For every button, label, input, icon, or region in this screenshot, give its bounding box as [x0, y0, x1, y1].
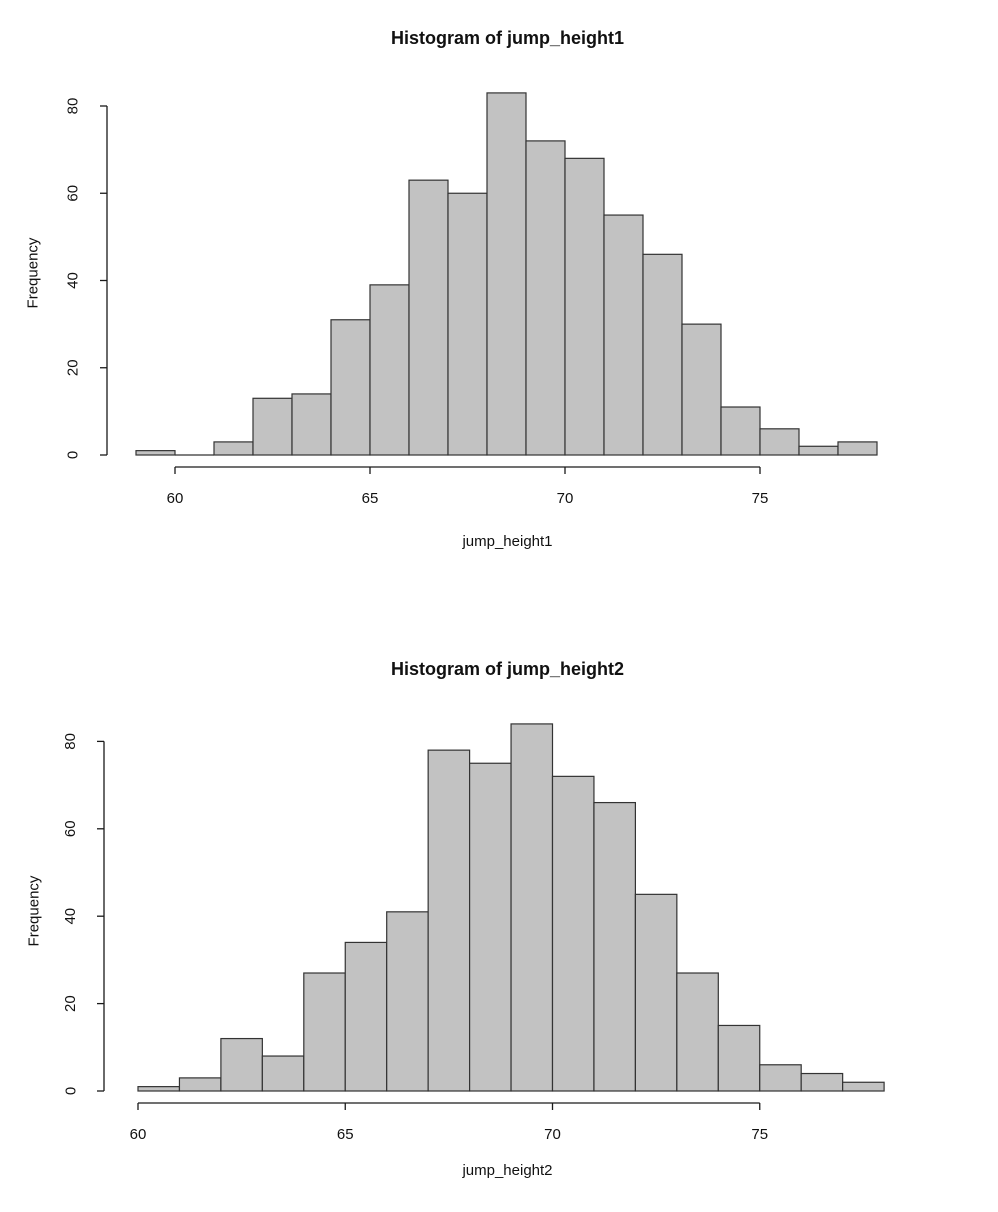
histogram-bar — [525, 140, 566, 456]
histogram-bar — [486, 92, 527, 456]
histogram-bar — [252, 397, 293, 456]
histogram-bar — [137, 1086, 181, 1092]
histogram-bar — [510, 723, 554, 1092]
histogram-bar — [303, 972, 346, 1092]
y-tick-label: 40 — [62, 908, 79, 925]
histogram-bar — [408, 179, 449, 456]
histogram-bar — [842, 1081, 885, 1092]
y-tick-label: 0 — [64, 451, 81, 459]
x-tick-label: 75 — [752, 490, 769, 507]
histogram-bar — [386, 911, 429, 1092]
histogram-bar — [427, 749, 471, 1092]
chart2-plot-area: 60 65 70 75 0 20 40 60 80 — [62, 723, 885, 1143]
y-tick-label: 0 — [62, 1087, 79, 1095]
histogram-bar — [447, 192, 488, 456]
histogram-bar — [642, 253, 683, 456]
chart2-title: Histogram of jump_height2 — [390, 659, 624, 679]
y-tick-label: 60 — [64, 185, 81, 202]
x-tick-label: 65 — [337, 1126, 354, 1143]
histogram-jump-height1: Histogram of jump_height1 Frequency jump… — [25, 28, 878, 550]
histogram-bar — [634, 893, 678, 1092]
histogram-bar — [369, 284, 410, 456]
histogram-bar — [330, 319, 371, 456]
y-tick-label: 80 — [62, 733, 79, 750]
y-tick-label: 60 — [62, 820, 79, 837]
histogram-bar — [717, 1024, 761, 1092]
histogram-bar — [798, 445, 839, 456]
histogram-bar — [759, 428, 800, 456]
histogram-bar — [720, 406, 761, 456]
chart1-x-axis-label: jump_height1 — [462, 533, 553, 550]
x-tick-label: 70 — [544, 1126, 561, 1143]
histogram-bar — [800, 1072, 844, 1092]
histogram-bar — [135, 450, 176, 456]
chart2-x-axis-label: jump_height2 — [462, 1162, 553, 1179]
x-tick-label: 75 — [751, 1126, 768, 1143]
histogram-bar — [220, 1037, 263, 1092]
histogram-bar — [837, 441, 878, 456]
x-tick-label: 60 — [167, 490, 184, 507]
histogram-bar — [469, 762, 512, 1092]
histogram-bar — [178, 1077, 222, 1092]
y-tick-label: 20 — [62, 995, 79, 1012]
x-tick-label: 60 — [130, 1126, 147, 1143]
histogram-bar — [213, 441, 254, 456]
x-tick-label: 70 — [557, 490, 574, 507]
histogram-bar — [344, 941, 388, 1092]
y-tick-label: 20 — [64, 359, 81, 376]
histogram-bar — [551, 775, 595, 1092]
histogram-bar — [676, 972, 719, 1092]
histogram-bar — [564, 157, 605, 456]
chart1-plot-area: 60 65 70 75 0 20 40 60 80 — [64, 92, 878, 507]
y-tick-label: 40 — [64, 272, 81, 289]
histogram-bar — [759, 1064, 802, 1092]
x-tick-label: 65 — [362, 490, 379, 507]
chart1-title: Histogram of jump_height1 — [390, 28, 624, 48]
histogram-jump-height2: Histogram of jump_height2 Frequency jump… — [0, 631, 998, 1212]
histogram-bar — [681, 323, 722, 456]
histogram-bar — [603, 214, 644, 456]
histogram-bar — [261, 1055, 305, 1092]
histogram-bar — [291, 393, 332, 456]
histogram-bar — [593, 801, 637, 1092]
y-tick-label: 80 — [64, 98, 81, 115]
